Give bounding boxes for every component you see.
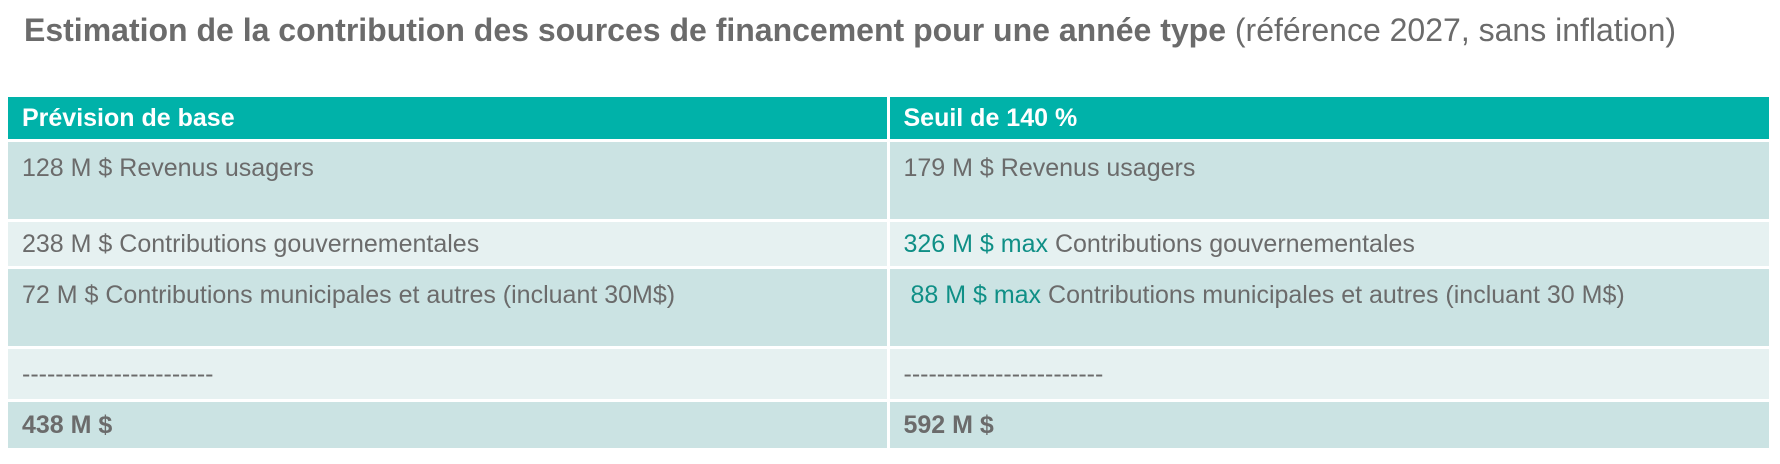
table-row-user-revenue: 128 M $ Revenus usagers 179 M $ Revenus … <box>8 140 1769 222</box>
cell-threshold-government: 326 M $ max Contributions gouvernemental… <box>888 220 1769 269</box>
label-municipal: Contributions municipales et autres (inc… <box>1041 281 1625 309</box>
title-main: Estimation de la contribution des source… <box>24 12 1226 48</box>
cell-threshold-municipal: 88 M $ max Contributions municipales et … <box>888 267 1769 349</box>
cell-base-separator: ----------------------- <box>8 347 890 402</box>
max-amount-government: 326 M $ max <box>903 230 1049 258</box>
title-subtitle: (référence 2027, sans inflation) <box>1234 12 1677 48</box>
table-row-total: 438 M $ 592 M $ <box>8 400 1769 451</box>
cell-base-total: 438 M $ <box>8 400 890 451</box>
page-title: Estimation de la contribution des source… <box>24 10 1764 50</box>
label-government: Contributions gouvernementales <box>1048 230 1415 258</box>
header-base-forecast: Prévision de base <box>8 97 890 142</box>
table-row-government: 238 M $ Contributions gouvernementales 3… <box>8 220 1769 269</box>
cell-base-user-revenue: 128 M $ Revenus usagers <box>8 140 890 222</box>
cell-threshold-user-revenue: 179 M $ Revenus usagers <box>888 140 1769 222</box>
max-amount-municipal: 88 M $ max <box>903 281 1042 309</box>
header-threshold-140: Seuil de 140 % <box>888 97 1769 142</box>
table-row-municipal: 72 M $ Contributions municipales et autr… <box>8 267 1769 349</box>
table-header-row: Prévision de base Seuil de 140 % <box>8 97 1769 142</box>
cell-base-municipal: 72 M $ Contributions municipales et autr… <box>8 267 890 349</box>
cell-base-government: 238 M $ Contributions gouvernementales <box>8 220 890 269</box>
funding-table: Prévision de base Seuil de 140 % 128 M $… <box>8 97 1769 451</box>
table-row-separator: ----------------------- ----------------… <box>8 347 1769 402</box>
cell-threshold-separator: ------------------------ <box>888 347 1769 402</box>
cell-threshold-total: 592 M $ <box>888 400 1769 451</box>
